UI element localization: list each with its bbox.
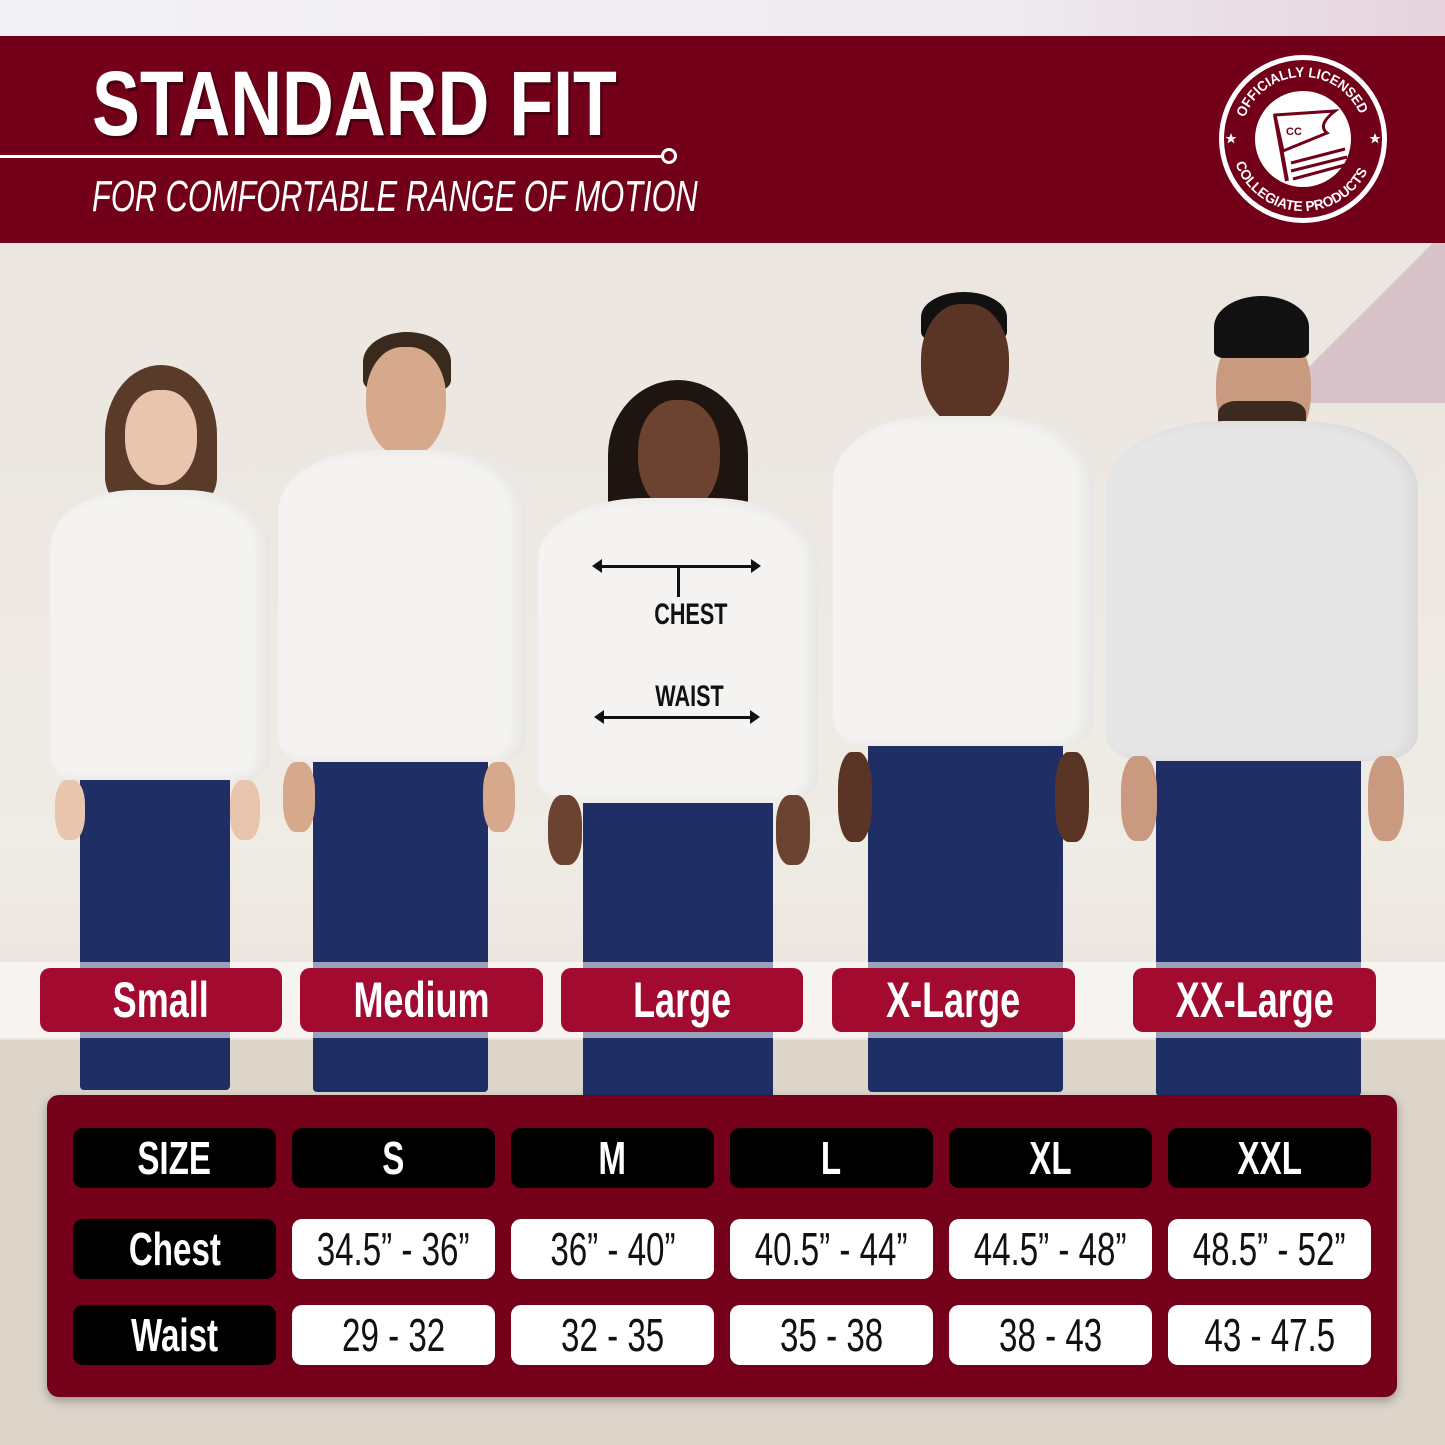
waist-arrow bbox=[594, 710, 760, 724]
header-cell: M bbox=[511, 1128, 714, 1188]
star-icon bbox=[1369, 133, 1381, 144]
chest-arrow bbox=[592, 559, 761, 573]
cell-text: XL bbox=[1029, 1132, 1072, 1184]
cell-text: M bbox=[598, 1132, 627, 1184]
size-pill-large: Large bbox=[561, 968, 803, 1032]
cell-text: 35 - 38 bbox=[779, 1309, 884, 1361]
logo-flag-text: CC bbox=[1286, 126, 1302, 138]
top-strip bbox=[0, 0, 1445, 36]
size-pill-label: Large bbox=[632, 972, 732, 1028]
header-banner bbox=[0, 36, 1445, 243]
star-icon bbox=[1225, 133, 1237, 144]
cell-text: 36” - 40” bbox=[549, 1223, 676, 1275]
officially-licensed-logo: OFFICIALLY LICENSED COLLEGIATE PRODUCTS … bbox=[1219, 55, 1387, 223]
value-cell: 43 - 47.5 bbox=[1168, 1305, 1371, 1365]
header-cell: L bbox=[730, 1128, 933, 1188]
value-cell: 48.5” - 52” bbox=[1168, 1219, 1371, 1279]
row-label-cell: Chest bbox=[73, 1219, 276, 1279]
value-cell: 35 - 38 bbox=[730, 1305, 933, 1365]
value-cell: 32 - 35 bbox=[511, 1305, 714, 1365]
header-cell: S bbox=[292, 1128, 495, 1188]
value-cell: 38 - 43 bbox=[949, 1305, 1152, 1365]
size-pill-label: Small bbox=[112, 972, 210, 1028]
size-pill-x-large: X-Large bbox=[832, 968, 1075, 1032]
value-cell: 40.5” - 44” bbox=[730, 1219, 933, 1279]
value-cell: 36” - 40” bbox=[511, 1219, 714, 1279]
cell-text: SIZE bbox=[137, 1132, 212, 1184]
cell-text: 34.5” - 36” bbox=[317, 1223, 470, 1275]
cell-text: 43 - 47.5 bbox=[1204, 1309, 1335, 1361]
size-pill-xx-large: XX-Large bbox=[1133, 968, 1376, 1032]
value-cell: 29 - 32 bbox=[292, 1305, 495, 1365]
size-pill-label: XX-Large bbox=[1175, 972, 1334, 1028]
cell-text: 29 - 32 bbox=[341, 1309, 446, 1361]
cell-text: XXL bbox=[1237, 1132, 1302, 1184]
header-cell: XL bbox=[949, 1128, 1152, 1188]
cell-text: L bbox=[821, 1132, 842, 1184]
size-pill-medium: Medium bbox=[300, 968, 543, 1032]
value-cell: 44.5” - 48” bbox=[949, 1219, 1152, 1279]
cell-text: 44.5” - 48” bbox=[974, 1223, 1127, 1275]
size-pill-label: Medium bbox=[353, 972, 490, 1028]
header-cell: XXL bbox=[1168, 1128, 1371, 1188]
divider-line bbox=[0, 155, 664, 158]
cell-text: 32 - 35 bbox=[560, 1309, 665, 1361]
waist-label: WAIST bbox=[655, 680, 724, 713]
divider-dot bbox=[661, 148, 677, 164]
chest-tick bbox=[677, 565, 680, 597]
page-title: STANDARD FIT bbox=[92, 53, 617, 155]
cell-text: Waist bbox=[130, 1309, 219, 1361]
cell-text: 40.5” - 44” bbox=[755, 1223, 908, 1275]
size-header-cell: SIZE bbox=[73, 1128, 276, 1188]
chest-label: CHEST bbox=[654, 598, 728, 631]
cell-text: 48.5” - 52” bbox=[1193, 1223, 1346, 1275]
value-cell: 34.5” - 36” bbox=[292, 1219, 495, 1279]
size-pill-label: X-Large bbox=[886, 972, 1021, 1028]
cell-text: 38 - 43 bbox=[998, 1309, 1103, 1361]
row-label-cell: Waist bbox=[73, 1305, 276, 1365]
cell-text: Chest bbox=[128, 1223, 221, 1275]
cell-text: S bbox=[382, 1132, 405, 1184]
size-pill-small: Small bbox=[40, 968, 282, 1032]
page-subtitle: FOR COMFORTABLE RANGE OF MOTION bbox=[92, 172, 698, 221]
